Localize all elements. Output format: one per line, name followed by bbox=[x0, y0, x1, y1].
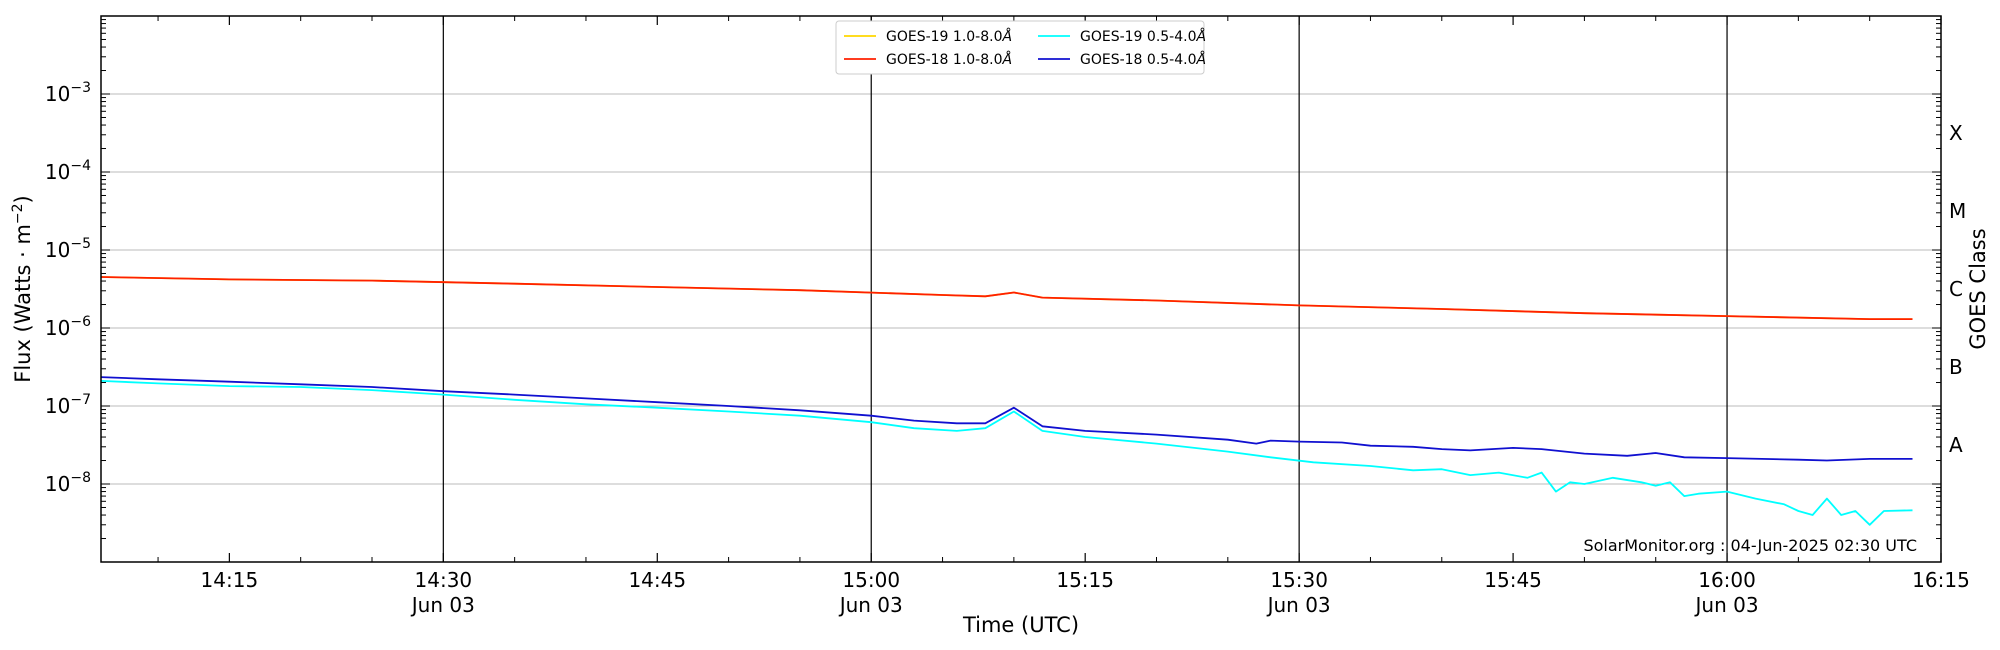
goes-class-label: A bbox=[1949, 433, 1963, 457]
x-tick-label: 15:00 bbox=[842, 568, 900, 592]
y-axis-title-main: Flux (Watts · m bbox=[11, 224, 35, 383]
x-tick-date-label: Jun 03 bbox=[1266, 593, 1331, 617]
x-tick-date-label: Jun 03 bbox=[838, 593, 903, 617]
legend-label: GOES-18 1.0-8.0Å bbox=[886, 51, 1012, 68]
x-tick-label: 14:30 bbox=[415, 568, 473, 592]
x-tick-date-label: Jun 03 bbox=[1694, 593, 1759, 617]
x-tick-label: 15:45 bbox=[1484, 568, 1542, 592]
x-tick-label: 15:30 bbox=[1270, 568, 1328, 592]
y-tick-base: 10 bbox=[45, 316, 70, 340]
y-tick-exponent: −3 bbox=[70, 80, 91, 96]
x-tick-label: 15:15 bbox=[1056, 568, 1114, 592]
y-tick-label: 10−6 bbox=[45, 314, 91, 340]
x-tick-date-label: Jun 03 bbox=[410, 593, 475, 617]
legend-label-unit: Å bbox=[1002, 51, 1013, 68]
goes-class-label: M bbox=[1949, 199, 1966, 223]
legend-label: GOES-19 0.5-4.0Å bbox=[1080, 28, 1206, 45]
goes-class-label: X bbox=[1949, 121, 1963, 145]
y-tick-label: 10−3 bbox=[45, 80, 91, 106]
x-tick-label: 14:45 bbox=[628, 568, 686, 592]
legend-label-unit: Å bbox=[1196, 28, 1207, 45]
legend-label: GOES-18 0.5-4.0Å bbox=[1080, 51, 1206, 68]
goes-class-label: B bbox=[1949, 355, 1963, 379]
y-tick-base: 10 bbox=[45, 82, 70, 106]
series-lines bbox=[100, 276, 1913, 526]
day-hour-lines bbox=[442, 16, 1728, 562]
y-tick-exponent: −5 bbox=[70, 236, 91, 252]
y-axis-title-exponent: −2 bbox=[10, 203, 26, 224]
y-tick-label: 10−8 bbox=[45, 470, 91, 496]
y-tick-base: 10 bbox=[45, 160, 70, 184]
x-tick-label: 14:15 bbox=[201, 568, 259, 592]
series-line bbox=[100, 276, 1913, 321]
legend-label: GOES-19 1.0-8.0Å bbox=[886, 28, 1012, 45]
legend-label-text: GOES-18 1.0-8.0 bbox=[886, 52, 1003, 68]
series-line bbox=[100, 376, 1913, 462]
series-line bbox=[100, 380, 1913, 526]
grid-lines bbox=[101, 93, 1941, 485]
y-tick-exponent: −4 bbox=[70, 158, 91, 174]
legend-label-text: GOES-19 1.0-8.0 bbox=[886, 29, 1003, 45]
y-axis-title-close: ) bbox=[11, 195, 35, 203]
y-tick-label: 10−5 bbox=[45, 236, 91, 262]
legend-label-unit: Å bbox=[1196, 51, 1207, 68]
y-tick-exponent: −7 bbox=[70, 392, 91, 408]
y-tick-exponent: −6 bbox=[70, 314, 91, 330]
plot-frame bbox=[100, 15, 1942, 563]
x-tick-label: 16:00 bbox=[1698, 568, 1756, 592]
legend-box bbox=[835, 20, 1205, 75]
y-axis-title: Flux (Watts · m−2) bbox=[10, 195, 35, 383]
y-tick-exponent: −8 bbox=[70, 470, 91, 486]
legend-label-unit: Å bbox=[1002, 28, 1013, 45]
y-tick-base: 10 bbox=[45, 472, 70, 496]
y-tick-label: 10−4 bbox=[45, 158, 91, 184]
x-axis-title: Time (UTC) bbox=[962, 613, 1079, 637]
credit-label: SolarMonitor.org : 04-Jun-2025 02:30 UTC bbox=[1583, 536, 1917, 555]
y-tick-base: 10 bbox=[45, 238, 70, 262]
series-line bbox=[100, 276, 1913, 321]
y-tick-base: 10 bbox=[45, 394, 70, 418]
axis-ticks bbox=[101, 16, 1942, 562]
x-tick-label: 16:15 bbox=[1912, 568, 1970, 592]
goes-class-axis-title: GOES Class bbox=[1966, 228, 1990, 349]
goes-class-label: C bbox=[1949, 277, 1963, 301]
legend-label-text: GOES-19 0.5-4.0 bbox=[1080, 29, 1197, 45]
y-tick-label: 10−7 bbox=[45, 392, 91, 418]
legend-label-text: GOES-18 0.5-4.0 bbox=[1080, 52, 1197, 68]
